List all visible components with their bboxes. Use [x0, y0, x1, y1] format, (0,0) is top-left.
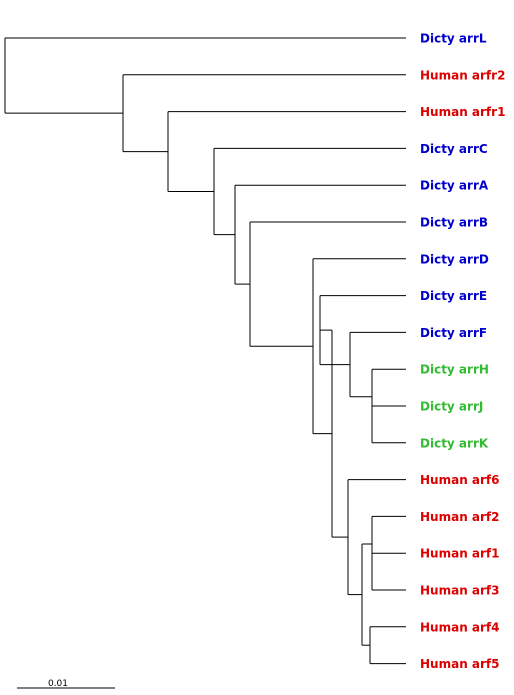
- taxon-label-arrB: Dicty arrB: [420, 216, 488, 230]
- scale-bar: 0.01: [17, 679, 115, 689]
- taxon-label-arf1: Human arf1: [420, 547, 500, 561]
- taxon-label-arrD: Dicty arrD: [420, 252, 489, 266]
- taxon-label-arf5: Human arf5: [420, 657, 500, 671]
- tree-branches: [4, 37, 406, 665]
- taxon-label-arrK: Dicty arrK: [420, 436, 489, 450]
- taxon-label-arrF: Dicty arrF: [420, 326, 487, 340]
- scale-bar-label: 0.01: [48, 679, 68, 689]
- taxon-label-arf2: Human arf2: [420, 510, 500, 524]
- taxon-label-arrA: Dicty arrA: [420, 179, 489, 193]
- taxon-label-arrL: Dicty arrL: [420, 32, 487, 46]
- taxon-labels: Dicty arrL Human arfr2 Human arfr1 Dicty ar…: [420, 32, 505, 672]
- taxon-label-arrC: Dicty arrC: [420, 142, 488, 156]
- taxon-label-arrE: Dicty arrE: [420, 289, 487, 303]
- taxon-label-arfr2: Human arfr2: [420, 68, 505, 82]
- taxon-label-arf6: Human arf6: [420, 473, 500, 487]
- taxon-label-arrH: Dicty arrH: [420, 363, 489, 377]
- taxon-label-arf4: Human arf4: [420, 620, 500, 634]
- taxon-label-arrJ: Dicty arrJ: [420, 400, 483, 414]
- taxon-label-arfr1: Human arfr1: [420, 105, 505, 119]
- taxon-label-arf3: Human arf3: [420, 584, 500, 598]
